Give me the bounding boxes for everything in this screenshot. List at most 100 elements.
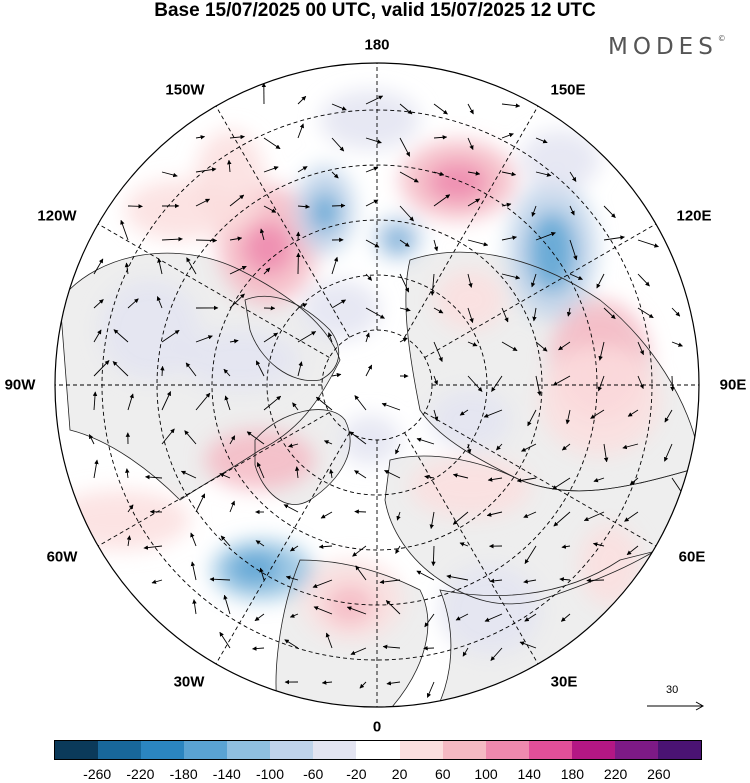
wind-vector [501,133,514,139]
colorbar-bin [270,741,314,759]
wind-vector [430,273,435,296]
wind-vector [246,431,265,445]
wind-vector [467,307,474,324]
wind-vector [603,205,616,219]
latitude-circle [266,274,488,496]
wind-vector [331,256,339,275]
wind-vector [350,647,367,655]
wind-vector [664,443,673,462]
wind-vector [284,639,299,649]
wind-vector [433,341,443,363]
meridian-line [215,105,350,338]
lon-label-120e: 120E [676,207,712,225]
colorbar-tick-label: -180 [169,766,198,782]
wind-vector [161,428,175,445]
wind-vector [627,409,639,417]
meridian-line [97,412,330,547]
reference-vector-arrow [647,701,705,711]
wind-vector [586,578,605,583]
wind-vector [354,395,367,411]
colorbar [54,740,702,760]
coastline [244,295,339,382]
lon-label-120w: 120W [37,207,77,225]
wind-vector [569,273,583,280]
wind-vector [452,511,469,525]
wind-vector [365,199,379,207]
wind-vector [289,613,299,618]
wind-vector [569,205,575,216]
anomaly-patch [195,130,265,230]
wind-vector [312,579,333,588]
colorbar-tick-label: -220 [126,766,155,782]
wind-vector [399,171,419,183]
anomaly-patch [311,192,339,232]
wind-vector [327,332,333,343]
wind-vector [531,205,537,217]
wind-vector [399,337,408,343]
wind-vector [195,198,211,207]
wind-vector [192,599,197,615]
wind-vector [313,606,333,615]
map-title: Base 15/07/2025 00 UTC, valid 15/07/2025… [154,0,596,21]
wind-vector [365,137,382,144]
wind-vector [386,681,401,686]
wind-vector [501,341,518,352]
wind-vector [426,681,435,698]
wind-vector [259,228,265,241]
colorbar-tick-label: -60 [303,766,324,782]
wind-vector [220,535,231,547]
anomaly-patch [55,490,190,550]
wind-vector [467,198,481,207]
colorbar-tick-label: -260 [83,766,112,782]
wind-vector [553,511,571,527]
wind-vector [486,511,503,517]
wind-vector [670,375,675,392]
wind-vector [127,298,139,309]
wind-vector [315,396,333,411]
wind-vector [496,443,503,451]
wind-vectors [88,82,685,698]
wind-vector [195,167,217,173]
wind-vector [501,235,517,241]
wind-vector [535,137,548,144]
colorbar-tick-label: 180 [560,766,585,782]
wind-vector [501,171,517,177]
anomaly-patch [326,585,374,625]
wind-vector [467,341,478,347]
wind-vector [229,194,245,207]
wind-vector [637,273,650,287]
wind-vector [592,542,605,547]
meridian-line [424,412,657,547]
wind-vector [355,565,367,581]
wind-vector [593,477,605,483]
wind-vector [331,203,346,208]
wind-vector [254,613,265,622]
wind-vector [112,361,129,377]
wind-vector [88,434,95,445]
wind-vector [399,239,410,247]
wind-vector [285,575,299,581]
wind-vector [429,511,435,530]
wind-vector [637,307,654,319]
colorbar-bin [227,741,271,759]
wind-vector [565,409,571,425]
wind-vector [399,137,411,157]
wind-vector [484,613,503,622]
wind-vector [184,430,197,445]
wind-vector [535,171,552,177]
wind-vector [596,273,605,289]
wind-vector [321,680,333,685]
wind-vector [331,299,346,309]
colorbar-bin [98,741,142,759]
wind-vector [318,544,333,549]
brand-name: MODES [608,34,718,60]
wind-vector [283,504,299,513]
wind-vector [156,296,163,309]
wind-vector [385,600,401,615]
wind-vector [637,341,644,356]
anomaly-patch [243,222,293,274]
wind-vector [224,395,231,411]
wind-vector [624,511,639,522]
wind-vector [297,331,317,343]
